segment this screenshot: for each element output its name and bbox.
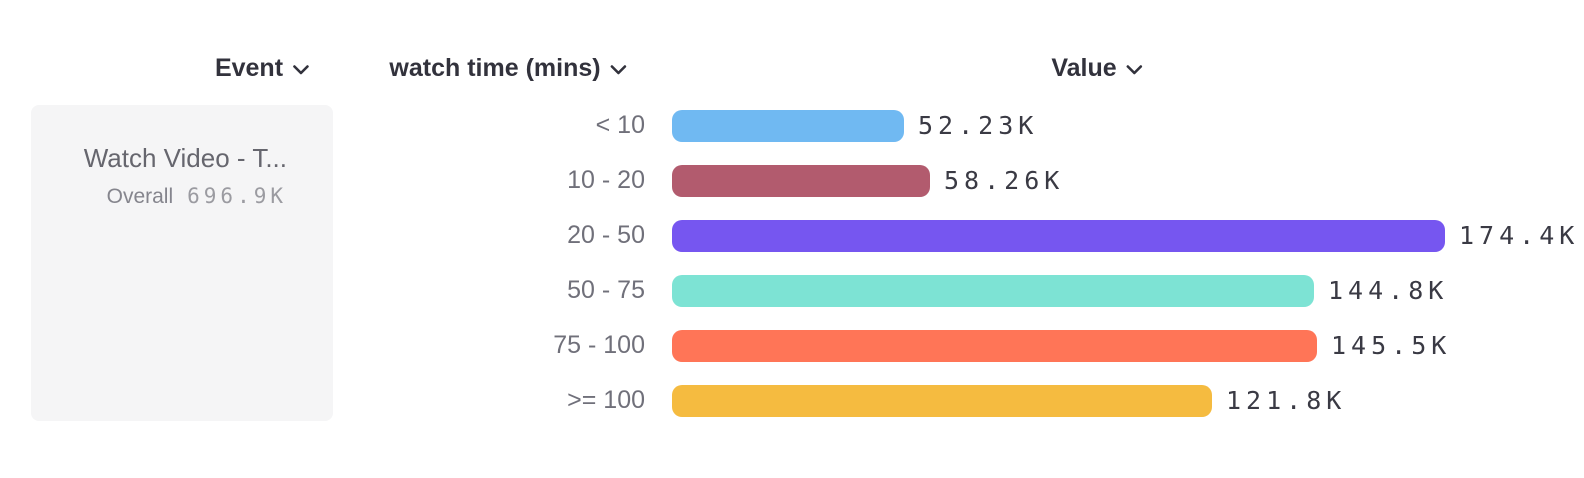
bar-value-label: 121.8K bbox=[1226, 386, 1347, 415]
bar[interactable] bbox=[672, 164, 930, 197]
value-column-label: Value bbox=[1051, 54, 1117, 82]
bar-row: >= 100 121.8K bbox=[0, 373, 1584, 428]
bar-category-label: 50 - 75 bbox=[567, 276, 645, 304]
bar-category-label: 10 - 20 bbox=[567, 166, 645, 194]
bar-category-label: 75 - 100 bbox=[553, 331, 645, 359]
bar[interactable] bbox=[672, 219, 1445, 252]
event-column-label: Event bbox=[214, 54, 284, 82]
event-title: Watch Video - T... bbox=[83, 143, 287, 173]
bar-row: 20 - 50 174.4K bbox=[0, 208, 1584, 263]
event-column-header[interactable]: Event bbox=[215, 54, 309, 83]
breakdown-column-label: watch time (mins) bbox=[389, 54, 601, 82]
bar-row: < 10 52.23K bbox=[0, 98, 1584, 153]
bar-value-label: 52.23K bbox=[918, 111, 1039, 140]
bar-row: 50 - 75 144.8K bbox=[0, 263, 1584, 318]
event-legend-card[interactable]: Watch Video - T... Overall 696.9K bbox=[31, 105, 333, 421]
value-column-header[interactable]: Value bbox=[1051, 54, 1143, 83]
chevron-down-icon bbox=[1126, 65, 1143, 75]
bar-category-label: < 10 bbox=[595, 111, 645, 139]
event-overall-row: Overall 696.9K bbox=[31, 184, 287, 209]
bar[interactable] bbox=[672, 109, 904, 142]
bar-category-label: >= 100 bbox=[567, 386, 645, 414]
overall-label: Overall bbox=[106, 185, 174, 209]
bar-row: 75 - 100 145.5K bbox=[0, 318, 1584, 373]
bar-value-label: 174.4K bbox=[1459, 221, 1580, 250]
bar-value-label: 58.26K bbox=[944, 166, 1065, 195]
bar-row: 10 - 20 58.26K bbox=[0, 153, 1584, 208]
bar-value-label: 144.8K bbox=[1328, 276, 1449, 305]
chevron-down-icon bbox=[293, 65, 309, 75]
breakdown-column-header[interactable]: watch time (mins) bbox=[389, 54, 627, 83]
bar-rows: < 10 52.23K 10 - 20 58.26K 20 - 50 174.4… bbox=[0, 98, 1584, 428]
overall-value: 696.9K bbox=[187, 184, 287, 209]
chevron-down-icon bbox=[610, 65, 627, 75]
bar[interactable] bbox=[672, 384, 1212, 417]
bar[interactable] bbox=[672, 274, 1314, 307]
bar[interactable] bbox=[672, 329, 1317, 362]
bar-category-label: 20 - 50 bbox=[567, 221, 645, 249]
bar-value-label: 145.5K bbox=[1331, 331, 1452, 360]
